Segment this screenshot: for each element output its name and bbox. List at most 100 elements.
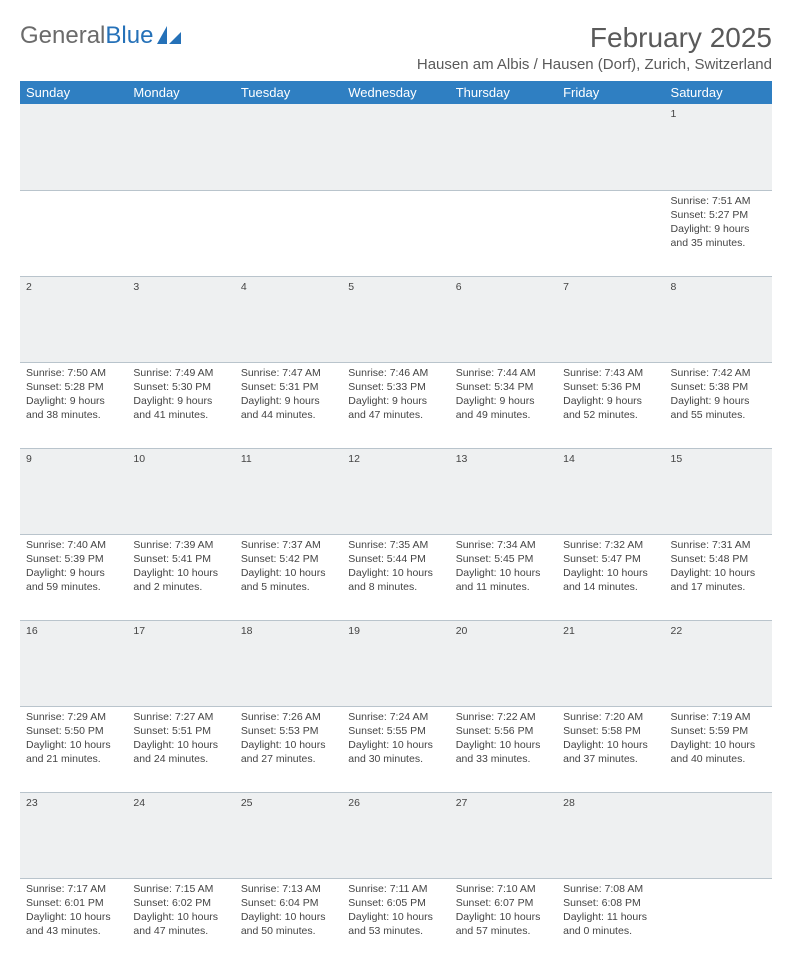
day-number-cell: 5: [342, 276, 449, 362]
sunrise-text: Sunrise: 7:43 AM: [563, 366, 658, 380]
day-detail-cell: Sunrise: 7:24 AMSunset: 5:55 PMDaylight:…: [342, 706, 449, 792]
detail-row: Sunrise: 7:51 AMSunset: 5:27 PMDaylight:…: [20, 190, 772, 276]
daynum-row: 1: [20, 104, 772, 190]
day-detail-cell: Sunrise: 7:43 AMSunset: 5:36 PMDaylight:…: [557, 362, 664, 448]
sunset-text: Sunset: 5:39 PM: [26, 552, 121, 566]
day-detail-cell: [342, 190, 449, 276]
daynum-row: 9101112131415: [20, 448, 772, 534]
sunrise-text: Sunrise: 7:29 AM: [26, 710, 121, 724]
sunrise-text: Sunrise: 7:37 AM: [241, 538, 336, 552]
day-number-cell: 28: [557, 792, 664, 878]
daylight-text: Daylight: 10 hours and 27 minutes.: [241, 738, 336, 766]
day-detail-cell: Sunrise: 7:35 AMSunset: 5:44 PMDaylight:…: [342, 534, 449, 620]
daynum-row: 232425262728: [20, 792, 772, 878]
day-detail-cell: [665, 878, 772, 964]
day-detail-cell: Sunrise: 7:34 AMSunset: 5:45 PMDaylight:…: [450, 534, 557, 620]
day-detail-cell: Sunrise: 7:11 AMSunset: 6:05 PMDaylight:…: [342, 878, 449, 964]
day-number-cell: 18: [235, 620, 342, 706]
day-detail-cell: Sunrise: 7:51 AMSunset: 5:27 PMDaylight:…: [665, 190, 772, 276]
day-number-cell: 12: [342, 448, 449, 534]
day-number-cell: 23: [20, 792, 127, 878]
daylight-text: Daylight: 9 hours and 59 minutes.: [26, 566, 121, 594]
day-number-cell: 3: [127, 276, 234, 362]
daylight-text: Daylight: 9 hours and 38 minutes.: [26, 394, 121, 422]
daylight-text: Daylight: 10 hours and 11 minutes.: [456, 566, 551, 594]
sunrise-text: Sunrise: 7:20 AM: [563, 710, 658, 724]
sunrise-text: Sunrise: 7:44 AM: [456, 366, 551, 380]
sunrise-text: Sunrise: 7:27 AM: [133, 710, 228, 724]
weekday-header: Tuesday: [235, 81, 342, 104]
day-number-cell: 11: [235, 448, 342, 534]
sunrise-text: Sunrise: 7:15 AM: [133, 882, 228, 896]
day-detail-cell: Sunrise: 7:44 AMSunset: 5:34 PMDaylight:…: [450, 362, 557, 448]
sunrise-text: Sunrise: 7:17 AM: [26, 882, 121, 896]
sunset-text: Sunset: 5:45 PM: [456, 552, 551, 566]
day-detail-cell: Sunrise: 7:10 AMSunset: 6:07 PMDaylight:…: [450, 878, 557, 964]
day-detail-cell: Sunrise: 7:26 AMSunset: 5:53 PMDaylight:…: [235, 706, 342, 792]
day-detail-cell: Sunrise: 7:37 AMSunset: 5:42 PMDaylight:…: [235, 534, 342, 620]
day-detail-cell: Sunrise: 7:29 AMSunset: 5:50 PMDaylight:…: [20, 706, 127, 792]
day-number-cell: 8: [665, 276, 772, 362]
sunrise-text: Sunrise: 7:49 AM: [133, 366, 228, 380]
day-number-cell: [20, 104, 127, 190]
weekday-header: Thursday: [450, 81, 557, 104]
sunset-text: Sunset: 5:34 PM: [456, 380, 551, 394]
daylight-text: Daylight: 10 hours and 50 minutes.: [241, 910, 336, 938]
daylight-text: Daylight: 10 hours and 33 minutes.: [456, 738, 551, 766]
day-number-cell: [235, 104, 342, 190]
day-number-cell: 2: [20, 276, 127, 362]
day-detail-cell: [127, 190, 234, 276]
daylight-text: Daylight: 10 hours and 5 minutes.: [241, 566, 336, 594]
sunrise-text: Sunrise: 7:51 AM: [671, 194, 766, 208]
day-number-cell: 14: [557, 448, 664, 534]
location-subtitle: Hausen am Albis / Hausen (Dorf), Zurich,…: [417, 56, 772, 73]
day-number-cell: 24: [127, 792, 234, 878]
sunrise-text: Sunrise: 7:47 AM: [241, 366, 336, 380]
daylight-text: Daylight: 10 hours and 43 minutes.: [26, 910, 121, 938]
daylight-text: Daylight: 10 hours and 21 minutes.: [26, 738, 121, 766]
sunrise-text: Sunrise: 7:22 AM: [456, 710, 551, 724]
weekday-header-row: Sunday Monday Tuesday Wednesday Thursday…: [20, 81, 772, 104]
sunset-text: Sunset: 6:02 PM: [133, 896, 228, 910]
day-detail-cell: Sunrise: 7:22 AMSunset: 5:56 PMDaylight:…: [450, 706, 557, 792]
sunset-text: Sunset: 6:07 PM: [456, 896, 551, 910]
daylight-text: Daylight: 10 hours and 8 minutes.: [348, 566, 443, 594]
logo: GeneralBlue: [20, 22, 183, 50]
day-detail-cell: [235, 190, 342, 276]
sunrise-text: Sunrise: 7:10 AM: [456, 882, 551, 896]
day-number-cell: 22: [665, 620, 772, 706]
day-detail-cell: Sunrise: 7:08 AMSunset: 6:08 PMDaylight:…: [557, 878, 664, 964]
month-title: February 2025: [417, 22, 772, 54]
daylight-text: Daylight: 9 hours and 41 minutes.: [133, 394, 228, 422]
daylight-text: Daylight: 9 hours and 35 minutes.: [671, 222, 766, 250]
sunrise-text: Sunrise: 7:34 AM: [456, 538, 551, 552]
sunset-text: Sunset: 6:04 PM: [241, 896, 336, 910]
logo-word2: Blue: [105, 22, 153, 49]
sunrise-text: Sunrise: 7:24 AM: [348, 710, 443, 724]
detail-row: Sunrise: 7:17 AMSunset: 6:01 PMDaylight:…: [20, 878, 772, 964]
day-number-cell: 25: [235, 792, 342, 878]
sunrise-text: Sunrise: 7:13 AM: [241, 882, 336, 896]
sunset-text: Sunset: 5:48 PM: [671, 552, 766, 566]
day-detail-cell: Sunrise: 7:42 AMSunset: 5:38 PMDaylight:…: [665, 362, 772, 448]
sunset-text: Sunset: 5:56 PM: [456, 724, 551, 738]
daylight-text: Daylight: 9 hours and 44 minutes.: [241, 394, 336, 422]
day-number-cell: 1: [665, 104, 772, 190]
day-number-cell: [557, 104, 664, 190]
sunrise-text: Sunrise: 7:31 AM: [671, 538, 766, 552]
weekday-header: Wednesday: [342, 81, 449, 104]
day-detail-cell: [20, 190, 127, 276]
day-detail-cell: [557, 190, 664, 276]
weekday-header: Sunday: [20, 81, 127, 104]
daylight-text: Daylight: 10 hours and 47 minutes.: [133, 910, 228, 938]
sunset-text: Sunset: 5:28 PM: [26, 380, 121, 394]
day-detail-cell: Sunrise: 7:47 AMSunset: 5:31 PMDaylight:…: [235, 362, 342, 448]
sunset-text: Sunset: 5:27 PM: [671, 208, 766, 222]
detail-row: Sunrise: 7:29 AMSunset: 5:50 PMDaylight:…: [20, 706, 772, 792]
day-number-cell: [127, 104, 234, 190]
sunrise-text: Sunrise: 7:42 AM: [671, 366, 766, 380]
day-detail-cell: Sunrise: 7:32 AMSunset: 5:47 PMDaylight:…: [557, 534, 664, 620]
sunset-text: Sunset: 5:36 PM: [563, 380, 658, 394]
sunset-text: Sunset: 5:51 PM: [133, 724, 228, 738]
daylight-text: Daylight: 9 hours and 49 minutes.: [456, 394, 551, 422]
